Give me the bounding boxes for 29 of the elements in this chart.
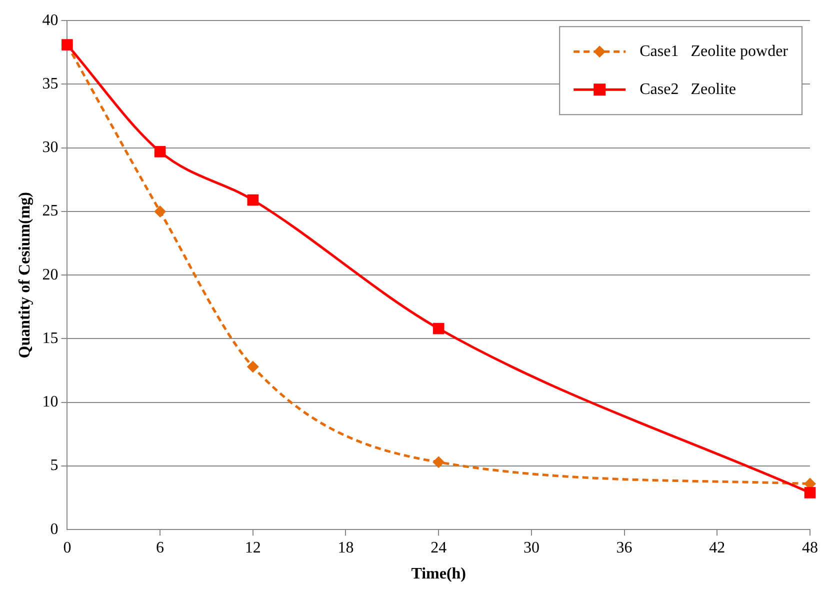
y-tick-label: 10 [42,394,58,411]
x-tick-label: 42 [709,539,726,556]
point [432,456,445,468]
point [154,205,166,218]
x-tick-label: 12 [244,539,261,556]
x-tick-label: 48 [802,539,818,556]
x-tick-label: 18 [338,539,354,556]
y-tick-label: 40 [42,12,58,29]
point [154,146,166,158]
y-tick-label: 30 [42,139,58,156]
y-tick-label: 25 [42,202,58,220]
x-tick-label: 24 [430,539,447,556]
x-tick-label: 30 [523,539,540,556]
legend-label: Case2 Zeolite [640,80,736,98]
y-tick-label: 0 [50,520,58,538]
y-axis-title: Quantity of Cesium(mg) [16,192,34,358]
point [804,487,816,498]
point [247,194,259,206]
legend-label: Case1 Zeolite powder [640,42,789,60]
y-tick-label: 15 [42,330,58,347]
point [432,322,444,334]
y-tick-label: 5 [50,457,58,474]
point [246,360,259,373]
y-tick-label: 35 [42,75,58,92]
x-tick-label: 0 [63,539,72,556]
y-tick-label: 20 [42,266,58,284]
x-tick-label: 6 [156,539,164,556]
x-tick-label: 36 [616,539,632,556]
x-axis-title: Time(h) [411,566,466,583]
